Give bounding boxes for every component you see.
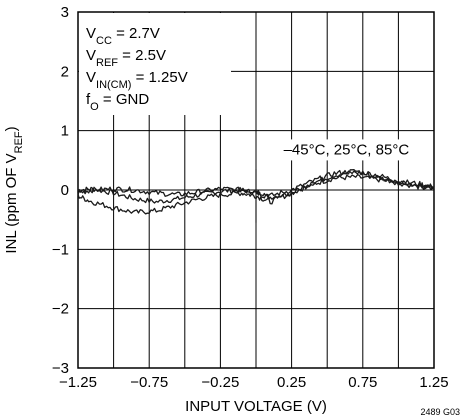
y-tick-label: 0 xyxy=(61,182,69,199)
y-tick-label: −1 xyxy=(52,241,69,258)
y-tick-label: 3 xyxy=(61,4,69,21)
figure-id: 2489 G03 xyxy=(420,407,460,417)
temperature-annotation: –45°C, 25°C, 85°C xyxy=(284,141,410,158)
condition-line: fO = GND xyxy=(86,91,149,113)
x-tick-labels: −1.25 −0.75 −0.25 0.25 0.75 1.25 xyxy=(59,374,449,391)
y-axis-label-close: ) xyxy=(3,126,20,131)
x-tick-label: −1.25 xyxy=(59,374,97,391)
x-tick-label: −0.25 xyxy=(201,374,239,391)
x-tick-label: 0.25 xyxy=(277,374,306,391)
y-axis-label-sub: REF xyxy=(13,131,25,153)
y-tick-label: 1 xyxy=(61,123,69,140)
y-tick-label: −3 xyxy=(52,360,69,377)
condition-line: VIN(CM) = 1.25V xyxy=(86,69,188,91)
y-axis-label-main: INL (ppm OF V xyxy=(3,153,20,253)
condition-line: VCC = 2.7V xyxy=(86,25,160,47)
x-axis-label: INPUT VOLTAGE (V) xyxy=(185,398,327,415)
conditions-background xyxy=(79,13,231,115)
y-tick-label: 2 xyxy=(61,63,69,80)
series-layer xyxy=(77,168,435,223)
y-axis-label: INL (ppm OF VREF) xyxy=(3,126,25,253)
temperature-label-background xyxy=(279,139,432,161)
condition-line: VREF = 2.5V xyxy=(86,47,166,69)
x-tick-label: 0.75 xyxy=(348,374,377,391)
y-tick-labels: 3 2 1 0 −1 −2 −3 xyxy=(52,4,69,377)
x-tick-label: 1.25 xyxy=(419,374,448,391)
x-tick-label: −0.75 xyxy=(130,374,168,391)
y-tick-label: −2 xyxy=(52,301,69,318)
